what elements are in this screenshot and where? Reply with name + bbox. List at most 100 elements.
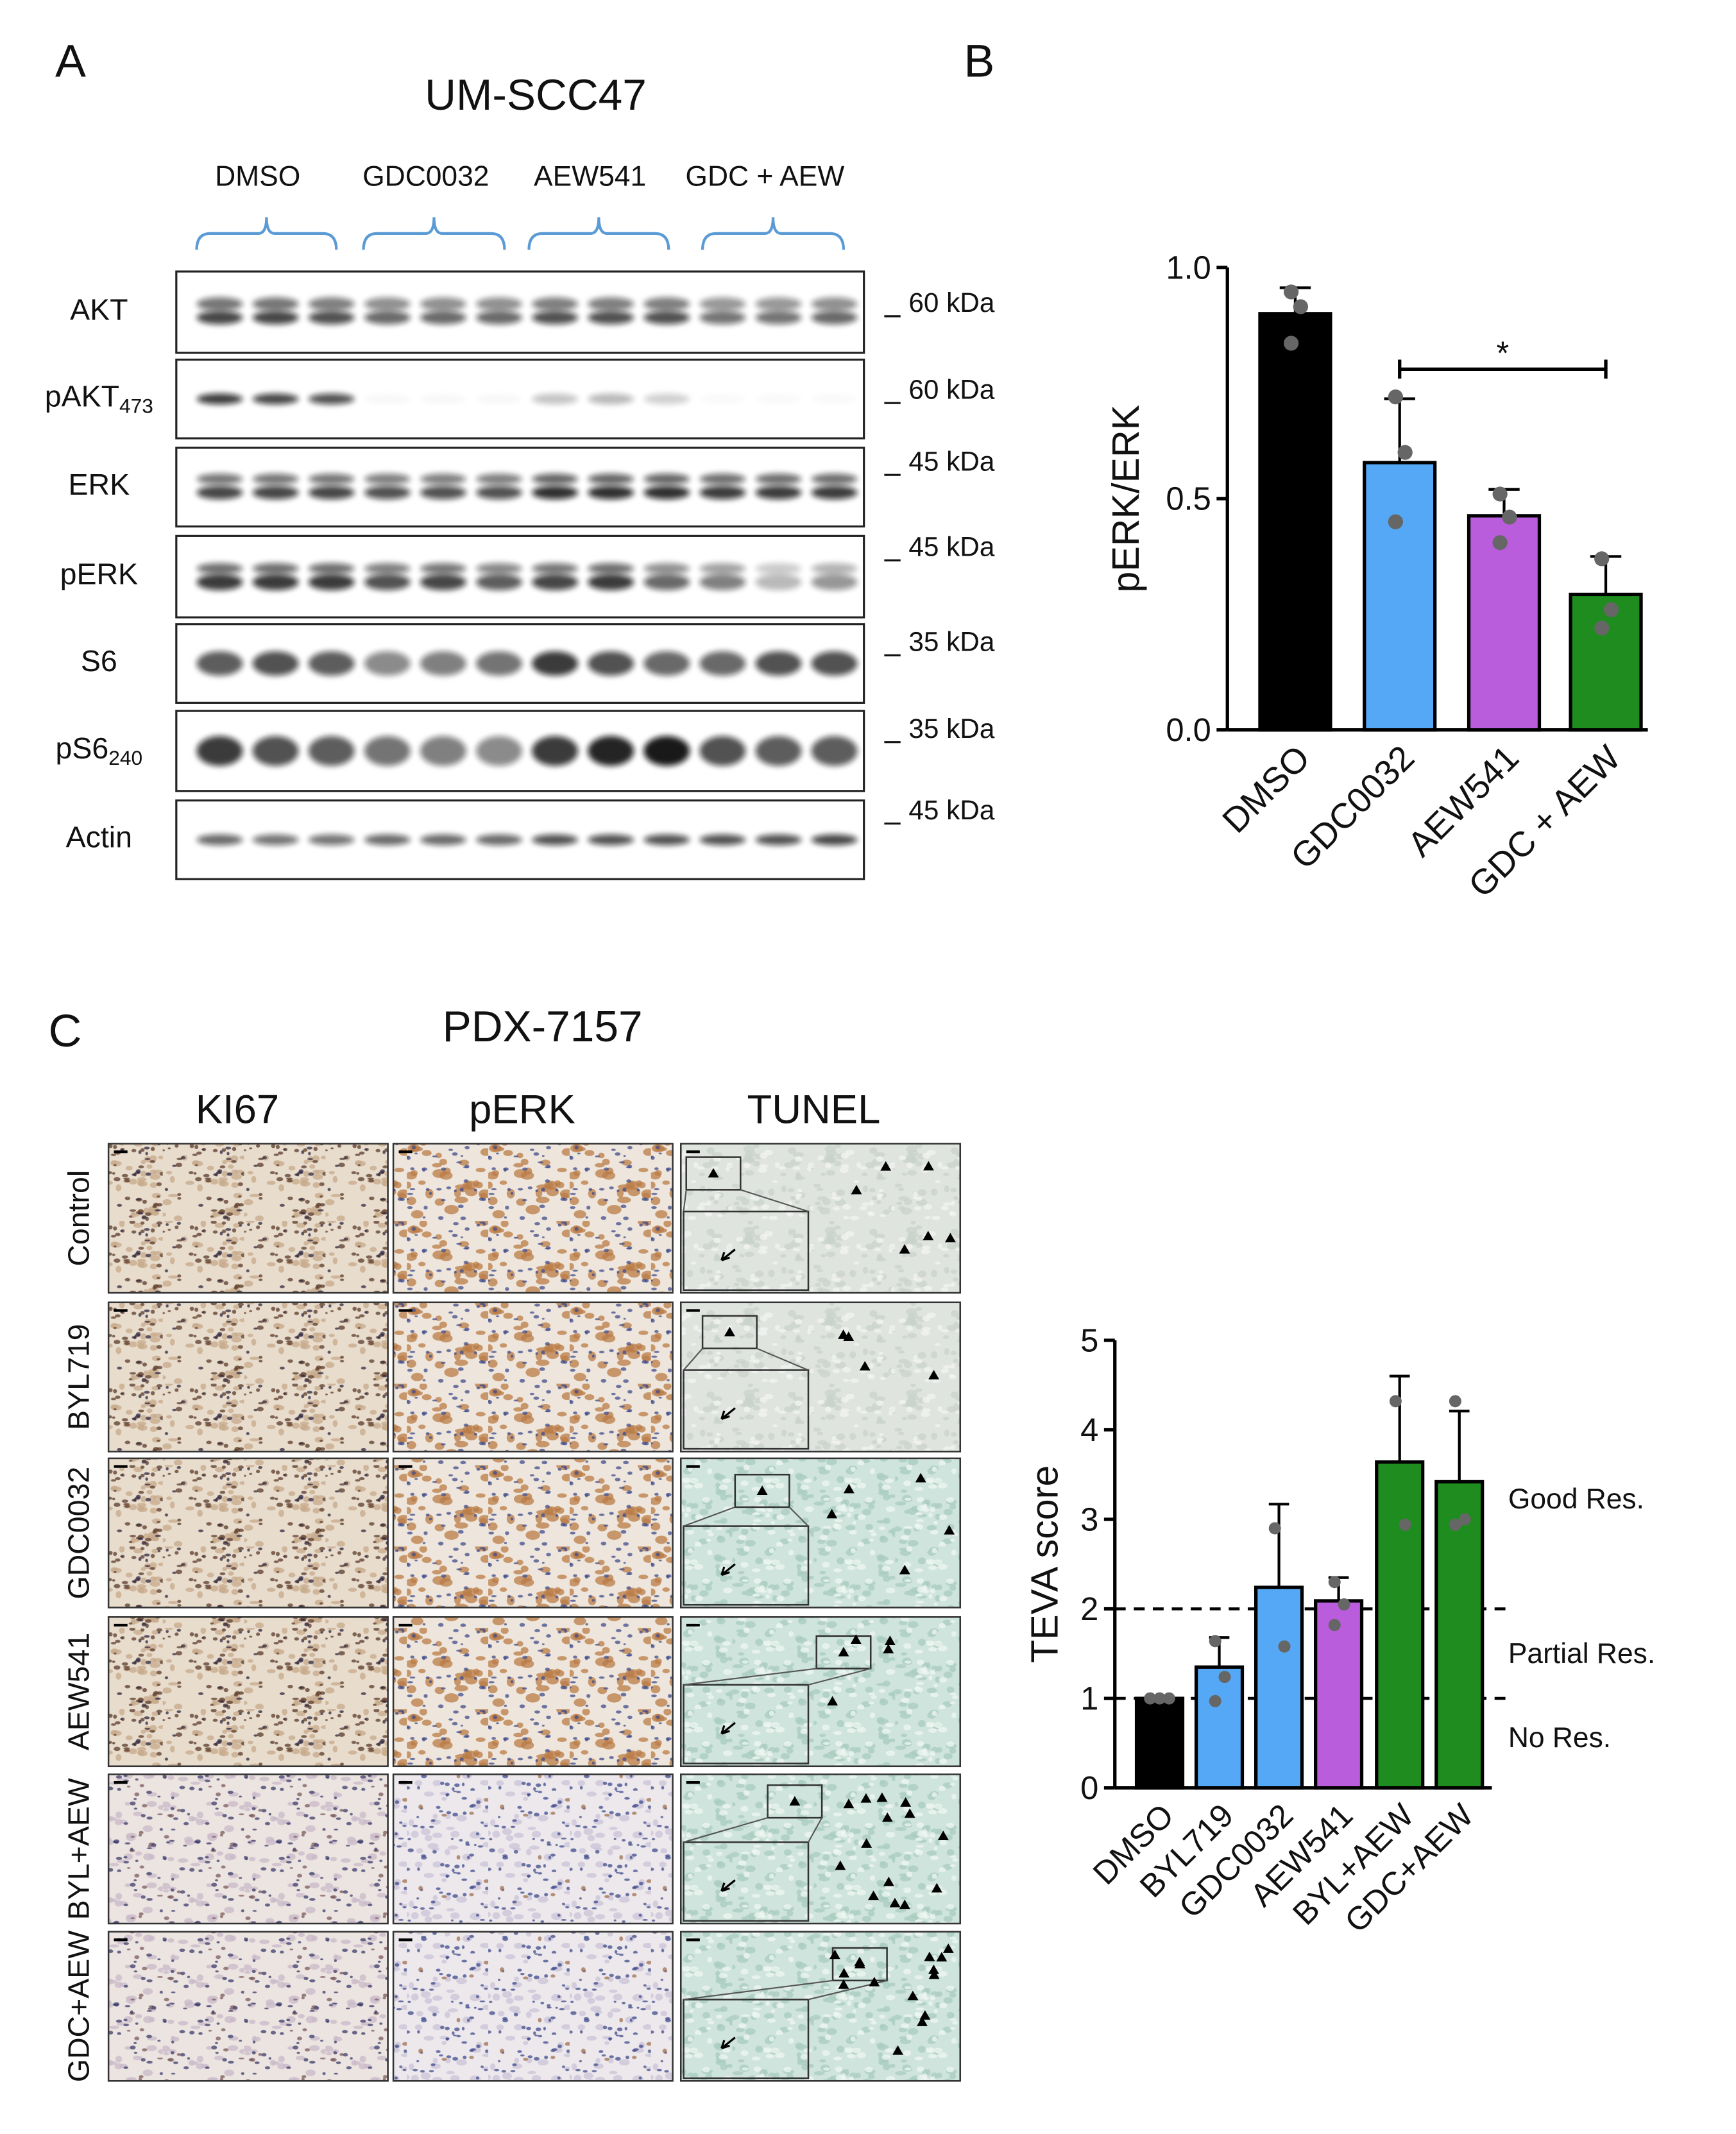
- blot-band: [811, 651, 858, 676]
- blot-band: [420, 311, 466, 325]
- tunel-arrowhead: [884, 1635, 896, 1645]
- row-label: Control: [62, 1170, 96, 1267]
- blot-band: [699, 651, 746, 676]
- blot-band: [699, 834, 746, 846]
- inset-connector: [683, 1668, 871, 1686]
- blot-band: [532, 486, 579, 500]
- tunel-arrowhead: [931, 1882, 942, 1893]
- blot-band: [755, 311, 802, 325]
- blot-band: [811, 486, 858, 500]
- column-label: KI67: [196, 1088, 279, 1132]
- data-point: [1278, 1640, 1291, 1653]
- tunel-arrowhead: [838, 1968, 850, 1978]
- tunel-arrowhead: [944, 1524, 955, 1535]
- blot-band: [643, 563, 690, 574]
- inset-connector: [683, 1189, 809, 1213]
- column-label: pERK: [469, 1088, 575, 1132]
- blot-band: [532, 297, 579, 311]
- blot-band: [532, 393, 579, 405]
- blot-band: [811, 474, 858, 485]
- data-point: [1603, 602, 1619, 617]
- row-label: BYL+AEW: [62, 1778, 96, 1920]
- blot-band: [476, 574, 522, 590]
- tunel-arrowhead: [860, 1793, 872, 1803]
- inset-arrow: [720, 1879, 736, 1892]
- micrograph: [107, 1616, 389, 1768]
- bar: [1254, 1585, 1304, 1790]
- y-axis-label: pERK/ERK: [1104, 405, 1147, 593]
- bar: [1363, 461, 1437, 732]
- inset-box: [831, 1947, 888, 1982]
- bar: [1434, 1480, 1485, 1790]
- tunel-arrowhead: [937, 1831, 949, 1840]
- blot-band: [532, 474, 579, 485]
- group-bracket: [527, 217, 670, 250]
- blot-band: [196, 474, 243, 485]
- blot-band: [420, 563, 466, 574]
- panel-letter: C: [49, 1005, 82, 1057]
- blot-band: [699, 393, 745, 404]
- blot-band: [252, 297, 299, 311]
- micrograph: [107, 1301, 389, 1453]
- blot-band: [364, 297, 411, 311]
- blot-band: [532, 651, 579, 676]
- row-label: S6: [81, 644, 117, 678]
- tunel-arrowhead: [924, 1951, 935, 1961]
- tunel-arrowhead: [851, 1184, 862, 1195]
- inset: [683, 1369, 810, 1450]
- tunel-arrowhead: [883, 1643, 894, 1653]
- group-bracket: [195, 217, 338, 250]
- blot-band: [364, 834, 411, 846]
- row-label-text: ERK: [69, 468, 130, 501]
- inset-arrow: [720, 2036, 736, 2050]
- data-point: [1388, 389, 1403, 405]
- y-tick-label: 3: [1080, 1501, 1098, 1538]
- data-point: [1209, 1635, 1221, 1648]
- blot-band: [252, 474, 299, 485]
- data-point: [1594, 620, 1610, 636]
- inset-box: [685, 1156, 742, 1191]
- data-point: [1397, 445, 1413, 460]
- data-point: [1449, 1518, 1461, 1531]
- blot-band: [811, 736, 858, 766]
- inset-arrow: [720, 1563, 736, 1576]
- blot-band: [588, 736, 634, 766]
- row-label: ERK: [69, 468, 130, 501]
- row-label: AKT: [70, 293, 128, 326]
- blot-band: [364, 311, 411, 325]
- tunel-arrowhead: [854, 1956, 865, 1967]
- y-tick-label: 4: [1080, 1412, 1098, 1448]
- data-point: [1328, 1619, 1341, 1632]
- blot-band: [588, 311, 634, 325]
- tunel-arrowhead: [923, 1231, 934, 1241]
- row-label: Actin: [66, 821, 132, 854]
- row-label-sub: 473: [119, 394, 153, 417]
- blot-band: [755, 834, 802, 846]
- data-point: [1389, 1395, 1402, 1408]
- blot-band: [252, 574, 299, 590]
- kda-label: 45 kDa: [908, 795, 994, 825]
- y-tick-label: 2: [1080, 1591, 1098, 1627]
- data-point: [1449, 1395, 1461, 1408]
- y-tick-label: 5: [1080, 1322, 1098, 1358]
- micrograph: [392, 1616, 674, 1768]
- row-label: AEW541: [62, 1633, 96, 1751]
- row-label-text: S6: [81, 644, 117, 678]
- tunel-arrowhead: [789, 1796, 801, 1806]
- blot-frame: [175, 270, 865, 354]
- data-point: [1328, 1576, 1341, 1589]
- micrograph: [392, 1773, 674, 1925]
- tunel-arrowhead: [883, 1876, 894, 1886]
- blot-band: [699, 311, 746, 325]
- blot-band: [811, 574, 858, 590]
- blot-band: [643, 736, 690, 766]
- row-label-sub: 240: [108, 746, 142, 769]
- blot-band: [476, 563, 522, 574]
- tunel-arrowhead: [869, 1977, 880, 1986]
- blot-band: [588, 486, 634, 500]
- tunel-arrowhead: [708, 1168, 719, 1178]
- data-point: [1492, 535, 1508, 551]
- tunel-arrowhead: [876, 1792, 888, 1802]
- blot-band: [699, 563, 746, 574]
